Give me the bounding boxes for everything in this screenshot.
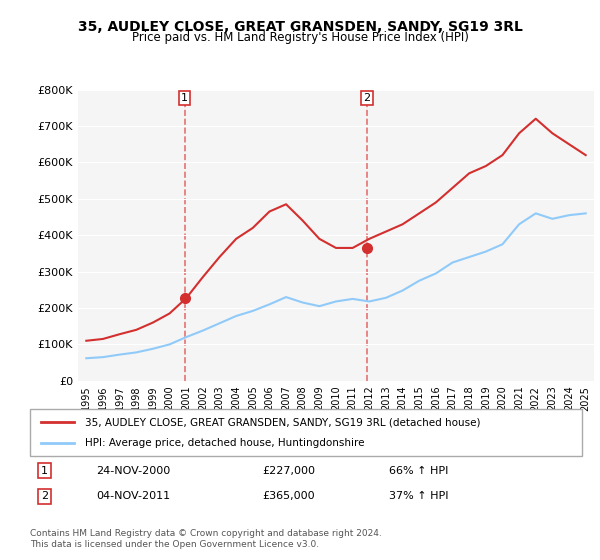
Text: 35, AUDLEY CLOSE, GREAT GRANSDEN, SANDY, SG19 3RL (detached house): 35, AUDLEY CLOSE, GREAT GRANSDEN, SANDY,… — [85, 417, 481, 427]
Text: Contains HM Land Registry data © Crown copyright and database right 2024.
This d: Contains HM Land Registry data © Crown c… — [30, 529, 382, 549]
Text: 04-NOV-2011: 04-NOV-2011 — [96, 491, 170, 501]
FancyBboxPatch shape — [30, 409, 582, 456]
Text: 1: 1 — [41, 465, 48, 475]
Text: 35, AUDLEY CLOSE, GREAT GRANSDEN, SANDY, SG19 3RL: 35, AUDLEY CLOSE, GREAT GRANSDEN, SANDY,… — [77, 20, 523, 34]
Text: HPI: Average price, detached house, Huntingdonshire: HPI: Average price, detached house, Hunt… — [85, 438, 365, 448]
Text: 2: 2 — [41, 491, 48, 501]
Text: 2: 2 — [363, 93, 370, 103]
Text: 66% ↑ HPI: 66% ↑ HPI — [389, 465, 448, 475]
Text: £227,000: £227,000 — [262, 465, 315, 475]
Text: 24-NOV-2000: 24-NOV-2000 — [96, 465, 170, 475]
Text: 37% ↑ HPI: 37% ↑ HPI — [389, 491, 448, 501]
Text: 1: 1 — [181, 93, 188, 103]
Text: £365,000: £365,000 — [262, 491, 314, 501]
Text: Price paid vs. HM Land Registry's House Price Index (HPI): Price paid vs. HM Land Registry's House … — [131, 31, 469, 44]
